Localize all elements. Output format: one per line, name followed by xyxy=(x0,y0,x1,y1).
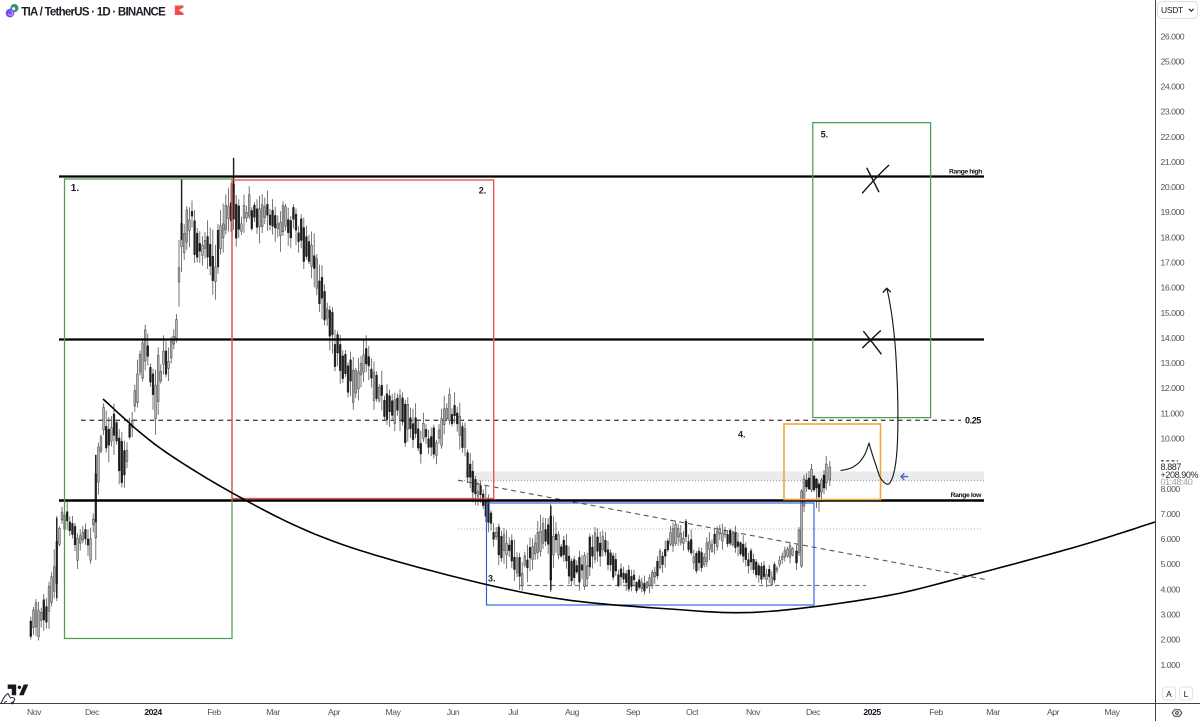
svg-text:26.000: 26.000 xyxy=(1161,31,1185,41)
svg-text:13.000: 13.000 xyxy=(1161,358,1185,368)
svg-text:Feb: Feb xyxy=(929,707,943,717)
svg-text:Nov: Nov xyxy=(746,707,761,717)
svg-text:4.000: 4.000 xyxy=(1161,584,1181,594)
svg-text:Feb: Feb xyxy=(207,707,221,717)
svg-text:4.: 4. xyxy=(738,429,746,439)
svg-text:TIA / TetherUS · 1D · BINANCE: TIA / TetherUS · 1D · BINANCE xyxy=(21,6,166,18)
svg-text:3.: 3. xyxy=(488,573,496,583)
svg-text:L: L xyxy=(1184,689,1189,699)
svg-text:Sep: Sep xyxy=(626,707,641,717)
svg-text:7.000: 7.000 xyxy=(1161,509,1181,519)
svg-text:19.000: 19.000 xyxy=(1161,207,1185,217)
svg-text:2024: 2024 xyxy=(144,707,162,717)
svg-text:5.: 5. xyxy=(821,129,829,139)
svg-text:24.000: 24.000 xyxy=(1161,82,1185,92)
svg-text:Mar: Mar xyxy=(986,707,1000,717)
svg-text:18.000: 18.000 xyxy=(1161,232,1185,242)
svg-text:21.000: 21.000 xyxy=(1161,157,1185,167)
svg-text:3.000: 3.000 xyxy=(1161,610,1181,620)
svg-text:Mar: Mar xyxy=(266,707,280,717)
svg-text:USDT: USDT xyxy=(1161,5,1183,15)
svg-text:15.000: 15.000 xyxy=(1161,308,1185,318)
svg-text:20.000: 20.000 xyxy=(1161,182,1185,192)
svg-text:17.000: 17.000 xyxy=(1161,258,1185,268)
svg-text:Apr: Apr xyxy=(1047,707,1060,717)
svg-text:1.: 1. xyxy=(71,183,80,194)
svg-text:01:48:40: 01:48:40 xyxy=(1161,477,1193,487)
svg-text:25.000: 25.000 xyxy=(1161,56,1185,66)
svg-text:Range low: Range low xyxy=(951,492,983,499)
svg-text:2025: 2025 xyxy=(863,707,881,717)
svg-text:Oct: Oct xyxy=(686,707,699,717)
svg-text:Nov: Nov xyxy=(27,707,42,717)
svg-text:Dec: Dec xyxy=(806,707,821,717)
svg-text:22.000: 22.000 xyxy=(1161,132,1185,142)
svg-text:14.000: 14.000 xyxy=(1161,333,1185,343)
svg-text:16.000: 16.000 xyxy=(1161,283,1185,293)
svg-text:A: A xyxy=(1166,689,1172,699)
svg-text:2.000: 2.000 xyxy=(1161,635,1181,645)
svg-text:8.887: 8.887 xyxy=(1161,462,1182,472)
svg-text:+208.90%: +208.90% xyxy=(1161,470,1199,480)
svg-text:10.000: 10.000 xyxy=(1161,434,1185,444)
svg-text:1.000: 1.000 xyxy=(1161,660,1181,670)
svg-text:11.000: 11.000 xyxy=(1161,408,1185,418)
svg-text:Jun: Jun xyxy=(447,707,460,717)
svg-text:Dec: Dec xyxy=(85,707,100,717)
svg-text:6.000: 6.000 xyxy=(1161,534,1181,544)
svg-text:5.000: 5.000 xyxy=(1161,559,1181,569)
svg-text:Range high: Range high xyxy=(949,169,982,176)
svg-text:12.000: 12.000 xyxy=(1161,383,1185,393)
svg-text:May: May xyxy=(1105,707,1121,717)
svg-text:2.: 2. xyxy=(479,185,487,195)
svg-text:0.25: 0.25 xyxy=(965,416,981,426)
svg-text:8.000: 8.000 xyxy=(1161,484,1181,494)
svg-text:Jul: Jul xyxy=(508,707,518,717)
svg-text:Aug: Aug xyxy=(565,707,580,717)
svg-text:23.000: 23.000 xyxy=(1161,107,1185,117)
svg-text:May: May xyxy=(386,707,402,717)
svg-text:Apr: Apr xyxy=(328,707,341,717)
